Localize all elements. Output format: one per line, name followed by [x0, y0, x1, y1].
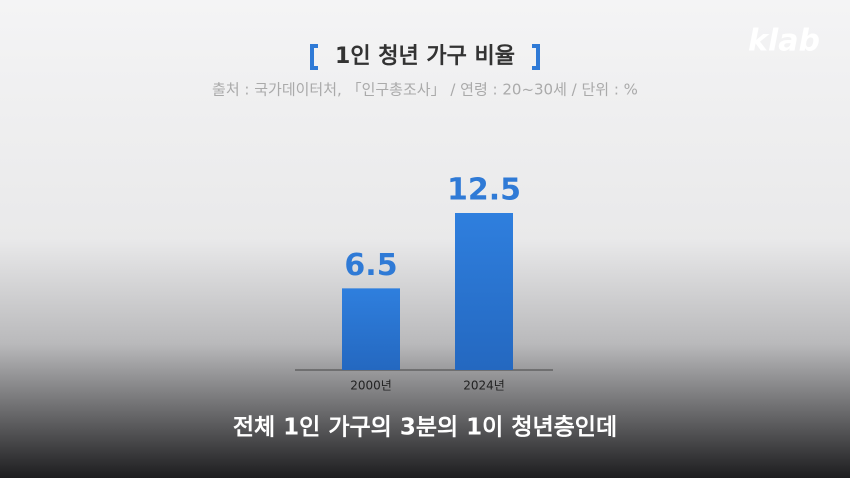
- bar: [342, 288, 400, 370]
- chart-title: 1인 청년 가구 비율: [335, 44, 515, 69]
- logo: klab: [748, 24, 820, 59]
- value-label: 12.5: [447, 173, 521, 208]
- caption: 전체 1인 가구의 3분의 1이 청년층인데: [233, 415, 617, 441]
- value-label: 6.5: [344, 248, 397, 283]
- title-bracket: [532, 44, 540, 70]
- x-tick-label: 2000년: [350, 379, 392, 393]
- title-bracket: [310, 44, 318, 70]
- chart-subtitle: 출처 : 국가데이터처, 「인구총조사」 / 연령 : 20~30세 / 단위 …: [212, 81, 638, 99]
- x-tick-label: 2024년: [463, 379, 505, 393]
- bar: [455, 213, 513, 370]
